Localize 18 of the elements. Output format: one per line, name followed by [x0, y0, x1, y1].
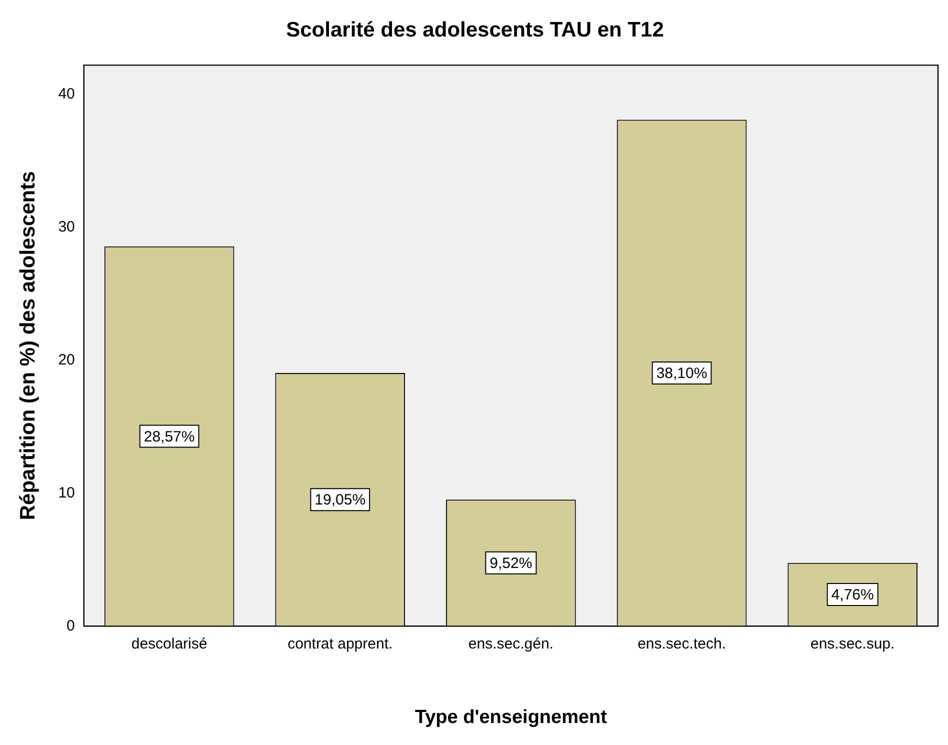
x-tick-label: ens.sec.gén.	[468, 635, 554, 652]
data-label: 28,57%	[144, 428, 195, 446]
data-label: 38,10%	[656, 365, 708, 382]
x-axis-title: Type d'enseignement	[414, 706, 608, 728]
y-tick-label: 20	[58, 351, 75, 368]
y-axis-title: Répartition (en %) des adolescents	[16, 171, 40, 520]
chart-title: Scolarité des adolescents TAU en T12	[286, 18, 664, 42]
x-tick-label: ens.sec.sup.	[810, 635, 895, 652]
data-label: 9,52%	[490, 555, 532, 572]
x-tick-label: contrat apprent.	[288, 635, 393, 652]
data-label: 19,05%	[314, 492, 366, 509]
y-tick-label: 0	[66, 617, 75, 634]
data-label: 4,76%	[831, 586, 874, 604]
x-tick-label: descolarisé	[131, 635, 208, 652]
y-tick-label: 10	[58, 484, 75, 502]
x-tick-label: ens.sec.tech.	[638, 635, 726, 652]
y-tick-label: 30	[58, 218, 75, 236]
y-tick-label: 40	[58, 86, 75, 103]
